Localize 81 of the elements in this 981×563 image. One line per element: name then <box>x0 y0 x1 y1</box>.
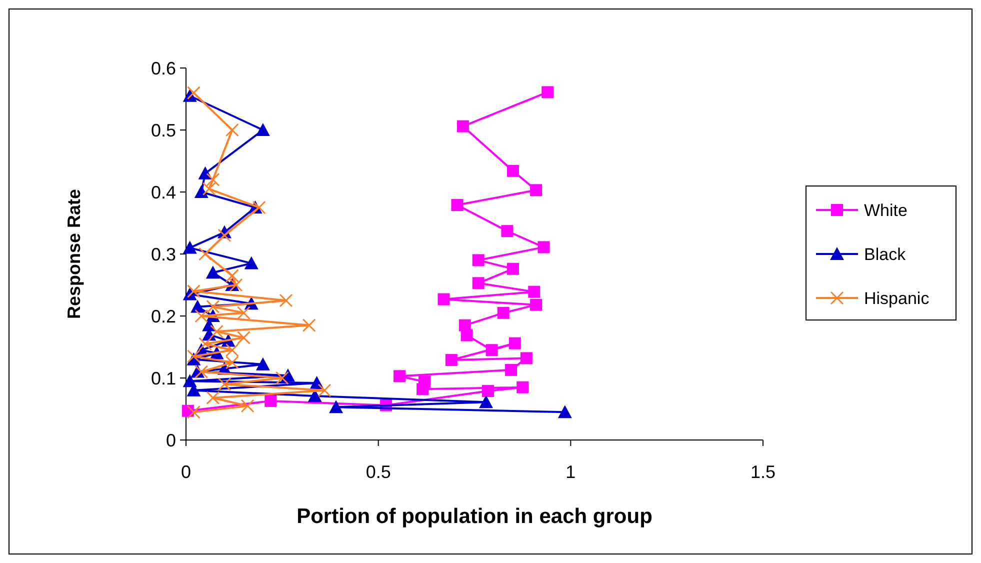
point <box>329 400 344 414</box>
point <box>182 374 197 388</box>
point <box>206 300 220 314</box>
point <box>218 228 232 242</box>
legend-label: Black <box>864 244 906 264</box>
point <box>198 166 212 180</box>
point <box>240 399 254 413</box>
point <box>194 309 208 323</box>
point <box>486 344 498 356</box>
point <box>472 277 484 290</box>
point <box>236 330 250 344</box>
y-axis-title: Response Rate <box>64 188 84 320</box>
y-tick-label: 0.3 <box>150 244 176 264</box>
point <box>225 343 239 357</box>
x-axis-title: Portion of population in each group <box>296 505 652 528</box>
y-tick-label: 0 <box>166 430 176 450</box>
point <box>506 262 519 275</box>
y-tick-label: 0.4 <box>150 182 176 202</box>
point <box>252 200 266 214</box>
point <box>418 376 430 388</box>
point <box>225 268 239 282</box>
y-tick-label: 0.1 <box>150 368 176 388</box>
legend-label: White <box>864 200 908 220</box>
point <box>451 199 464 212</box>
y-tick-label: 0.6 <box>150 58 176 78</box>
point <box>530 184 542 196</box>
point <box>264 394 277 407</box>
y-tick-label: 0.5 <box>150 120 176 140</box>
x-tick-label: 1 <box>566 462 576 482</box>
point <box>256 357 270 370</box>
legend-label: Hispanic <box>864 288 930 308</box>
point <box>520 352 532 364</box>
point <box>275 371 289 385</box>
point <box>501 225 514 238</box>
x-tick-label: 0.5 <box>366 462 391 482</box>
point <box>182 240 197 254</box>
point <box>479 395 494 408</box>
point <box>198 247 212 261</box>
point <box>236 306 250 320</box>
point <box>194 185 208 198</box>
point <box>528 286 540 298</box>
point <box>279 294 293 308</box>
x-tick-label: 1.5 <box>750 462 776 482</box>
point <box>558 405 572 418</box>
point <box>186 86 200 100</box>
point <box>225 123 239 137</box>
point <box>198 337 212 351</box>
point <box>506 164 519 177</box>
point <box>186 405 200 419</box>
point <box>190 300 205 313</box>
point <box>229 278 243 292</box>
point <box>256 123 270 136</box>
point <box>445 354 458 366</box>
point <box>206 172 220 186</box>
point <box>538 241 550 254</box>
point <box>505 364 518 376</box>
point <box>318 384 332 398</box>
point <box>206 266 220 279</box>
point <box>482 385 494 398</box>
point <box>472 254 484 266</box>
point <box>194 365 208 379</box>
point <box>393 370 406 382</box>
point <box>530 298 542 311</box>
point <box>456 120 469 132</box>
point <box>302 318 316 332</box>
y-tick-label: 0.2 <box>150 306 176 326</box>
point <box>210 324 224 338</box>
point <box>244 256 258 270</box>
point <box>438 293 450 306</box>
point <box>202 182 216 196</box>
point <box>218 377 232 391</box>
point <box>206 391 220 405</box>
point <box>516 381 529 394</box>
point <box>186 284 200 298</box>
point <box>186 350 200 364</box>
point <box>542 86 554 98</box>
point <box>225 356 239 370</box>
point <box>508 337 521 350</box>
point <box>497 306 510 319</box>
point <box>458 319 471 332</box>
x-tick-label: 0 <box>180 462 192 482</box>
